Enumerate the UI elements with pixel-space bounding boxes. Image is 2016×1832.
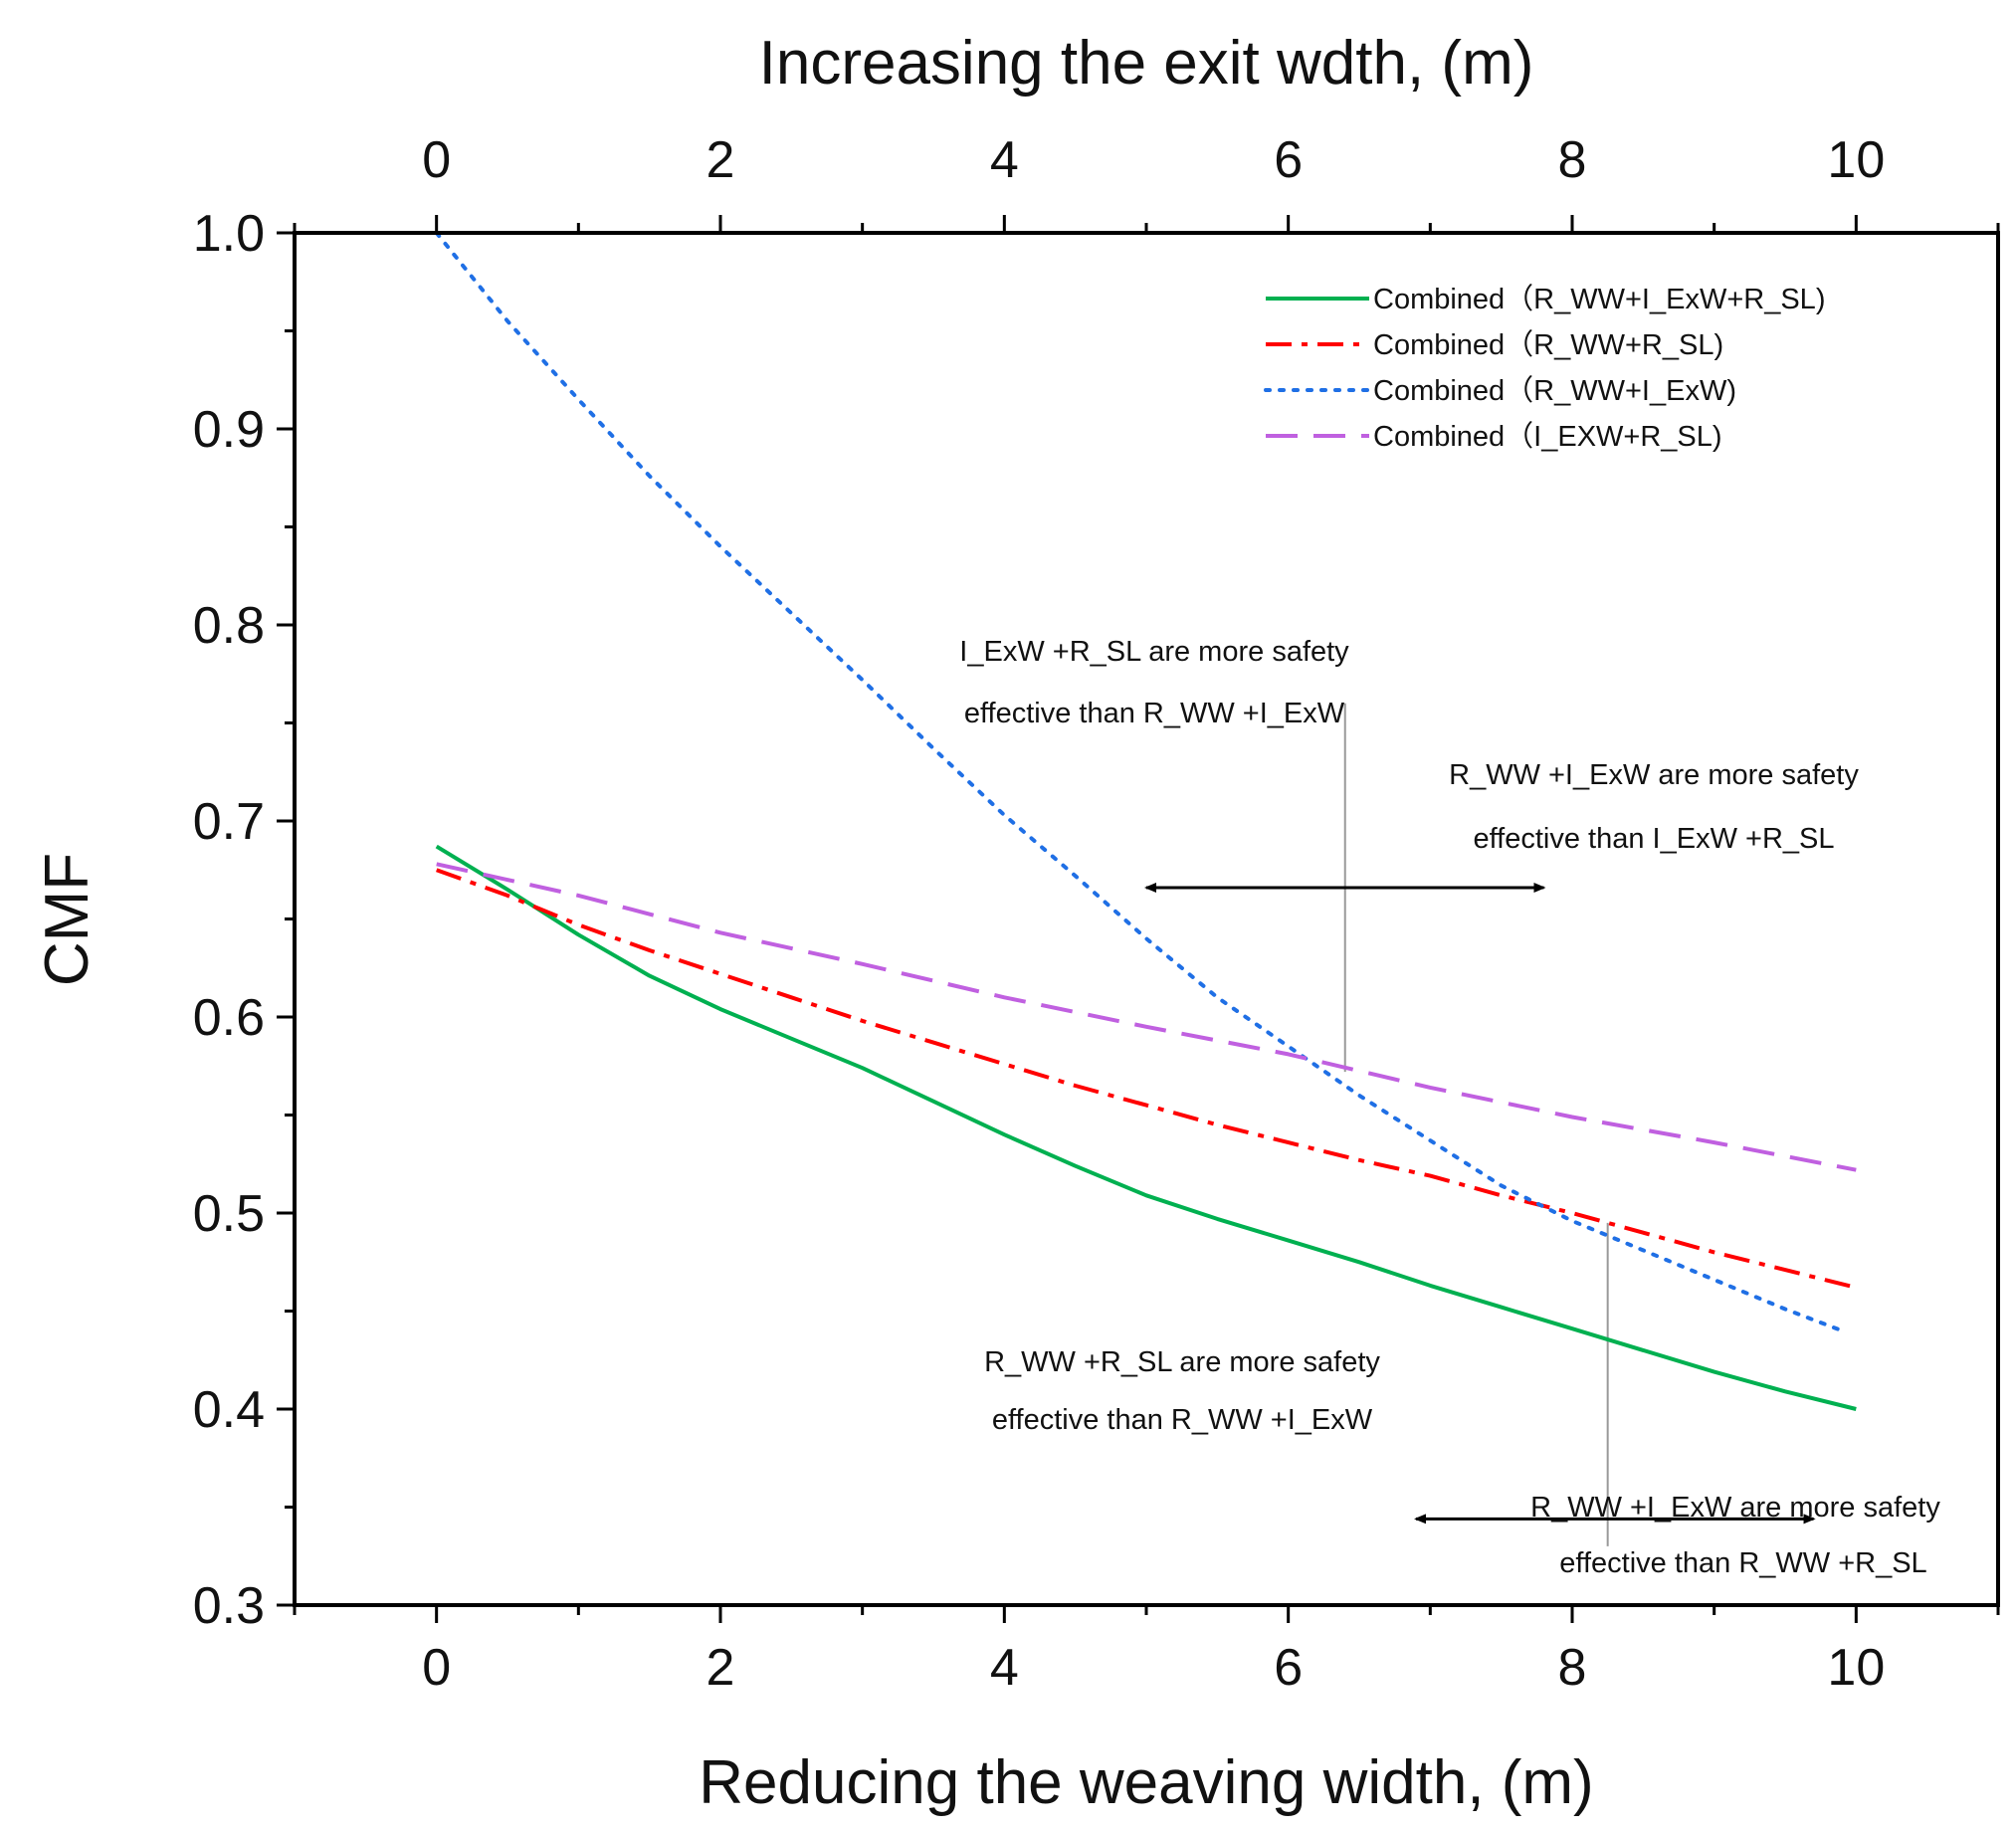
annotation-0-line-2: effective than R_WW +I_ExW — [964, 698, 1345, 729]
legend-label-2: Combined（R_WW+I_ExW) — [1373, 375, 1736, 407]
y-tick-label: 0.6 — [193, 989, 265, 1047]
x-tick-label: 0 — [422, 1639, 451, 1697]
x2-tick-label: 10 — [1827, 131, 1885, 189]
annotation-1-line-1: R_WW +I_ExW are more safety — [1449, 759, 1859, 791]
y-tick-label: 0.4 — [193, 1381, 265, 1439]
x-tick-label: 2 — [706, 1639, 735, 1697]
x2-tick-label: 0 — [422, 131, 451, 189]
legend: Combined（R_WW+I_ExW+R_SL) Combined（R_WW+… — [1264, 284, 1825, 453]
annotation-2-line-2: effective than R_WW +I_ExW — [992, 1404, 1373, 1436]
x-tick-label: 4 — [990, 1639, 1019, 1697]
series-line-3 — [436, 862, 1857, 1172]
annotation-3-line-1: R_WW +I_ExW are more safety — [1530, 1492, 1940, 1524]
annotation-3-line-2: effective than R_WW +R_SL — [1559, 1547, 1926, 1579]
y-tick-label: 0.9 — [193, 401, 265, 459]
x-tick-label: 8 — [1558, 1639, 1587, 1697]
y-axis-title: CMF — [33, 853, 101, 986]
x2-tick-label: 2 — [706, 131, 735, 189]
y-tick-label: 0.3 — [193, 1577, 265, 1635]
legend-label-0: Combined（R_WW+I_ExW+R_SL) — [1373, 284, 1825, 315]
series-layer — [434, 231, 1857, 1411]
annotation-0-line-1: I_ExW +R_SL are more safety — [959, 636, 1349, 668]
series-line-2 — [434, 231, 1845, 1333]
annotation-1-line-2: effective than I_ExW +R_SL — [1474, 823, 1835, 855]
legend-label-3: Combined（I_EXW+R_SL) — [1373, 421, 1722, 453]
annotations: I_ExW +R_SL are more safety effective th… — [959, 636, 1940, 1579]
legend-label-1: Combined（R_WW+R_SL) — [1373, 329, 1723, 361]
y-tick-label: 1.0 — [193, 205, 265, 263]
x2-tick-label: 6 — [1274, 131, 1303, 189]
series-line-1 — [436, 868, 1857, 1290]
axis-layer: 0 2 4 6 8 10 0 2 4 6 8 10 0.3 0.4 0.5 0.6 0.7 0.8 0.9 1.0 — [193, 131, 2000, 1697]
x2-tick-label: 8 — [1558, 131, 1587, 189]
y-tick-label: 0.7 — [193, 793, 265, 851]
x-axis-title: Reducing the weaving width, (m) — [699, 1748, 1593, 1817]
series-line-0 — [435, 844, 1857, 1411]
x2-tick-label: 4 — [990, 131, 1019, 189]
x2-axis-title: Increasing the exit wdth, (m) — [759, 29, 1534, 98]
x-tick-label: 10 — [1827, 1639, 1885, 1697]
y-tick-label: 0.5 — [193, 1185, 265, 1243]
x-tick-label: 6 — [1274, 1639, 1303, 1697]
y-tick-label: 0.8 — [193, 597, 265, 655]
annotation-2-line-1: R_WW +R_SL are more safety — [984, 1346, 1380, 1378]
